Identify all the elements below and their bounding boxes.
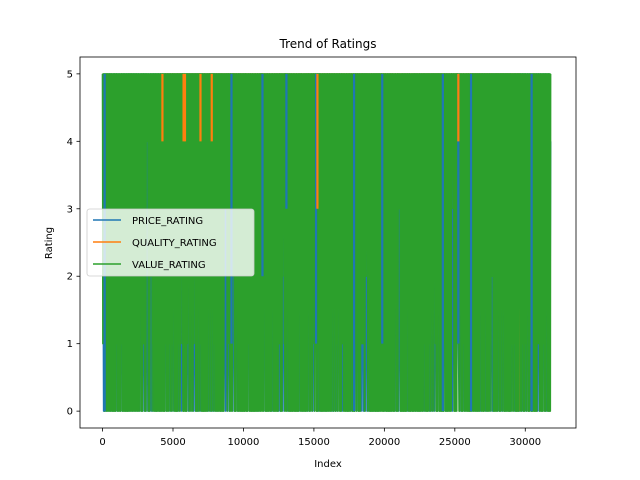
x-tick-label: 10000 bbox=[228, 437, 260, 448]
legend-label: PRICE_RATING bbox=[132, 216, 203, 227]
x-tick-label: 5000 bbox=[160, 437, 185, 448]
y-tick-label: 5 bbox=[67, 69, 73, 80]
y-tick-label: 1 bbox=[67, 339, 73, 350]
x-axis-label: Index bbox=[314, 459, 342, 470]
x-axis-ticks: 0 5000 10000 15000 20000 25000 30000 bbox=[99, 428, 541, 448]
plot-area bbox=[101, 73, 552, 412]
x-tick-label: 15000 bbox=[298, 437, 330, 448]
y-axis-ticks: 0 1 2 3 4 5 bbox=[67, 69, 80, 418]
legend-label: VALUE_RATING bbox=[132, 260, 206, 271]
legend-box bbox=[86, 208, 255, 277]
y-tick-label: 0 bbox=[67, 407, 73, 418]
x-tick-label: 0 bbox=[99, 437, 105, 448]
chart-title: Trend of Ratings bbox=[279, 37, 377, 51]
y-tick-label: 4 bbox=[67, 137, 73, 148]
x-tick-label: 20000 bbox=[368, 437, 400, 448]
y-tick-label: 3 bbox=[67, 204, 73, 215]
series-line-value-rating bbox=[101, 73, 552, 412]
axes-frame bbox=[79, 56, 577, 429]
x-tick-label: 30000 bbox=[509, 437, 541, 448]
legend: PRICE_RATING QUALITY_RATING VALUE_RATING bbox=[86, 208, 255, 277]
legend-label: QUALITY_RATING bbox=[132, 238, 217, 249]
y-tick-label: 2 bbox=[67, 272, 73, 283]
x-tick-label: 25000 bbox=[439, 437, 471, 448]
y-axis-label: Rating bbox=[44, 227, 55, 259]
